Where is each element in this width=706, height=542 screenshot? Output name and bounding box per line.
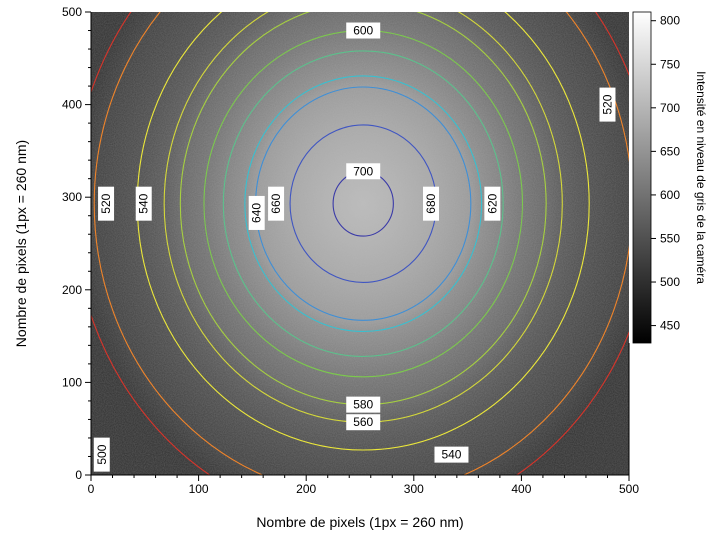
plot-area: 600 700 580 560 540 520 540 640 660 680 620 520 500 [91,12,629,475]
x-tick-label: 100 [189,482,209,496]
contour-label-box [248,195,265,230]
colorbar-label: Intensité en niveau de gris de la caméra [694,71,706,284]
contour-520 [93,12,629,475]
x-tick-label: 400 [511,482,531,496]
contour-620 [222,50,504,358]
contour-label-660: 660 [268,186,285,221]
contour-640 [244,75,483,333]
x-tick-label: 0 [88,482,95,496]
contour-label-700: 700 [346,163,381,180]
y-tick-label: 300 [62,190,82,204]
contour-label-640: 640 [248,195,265,230]
contour-label-text: 560 [353,415,373,429]
contour-label-680: 680 [423,186,440,221]
contour-label-box [423,186,440,221]
contour-label-box [599,87,616,122]
contour-label-box [346,414,381,431]
colorbar-tick-label: 450 [660,319,680,333]
contour-label-text: 600 [353,24,373,38]
colorbar-gradient [632,11,652,344]
colorbar: 450 500 550 600 650 700 750 800 Intensité en niv… [632,11,706,344]
x-tick-label: 500 [619,482,639,496]
contour-label-text: 640 [250,203,264,223]
x-tick-label: 300 [404,482,424,496]
contour-label-text: 520 [600,94,614,114]
contour-label-text: 540 [441,448,461,462]
contour-label-box [434,446,469,463]
contour-label-580: 580 [346,396,381,413]
contour-label-520: 520 [599,87,616,122]
colorbar-tick-label: 700 [660,101,680,115]
contour-label-box [268,186,285,221]
y-tick-label: 500 [62,5,82,19]
contour-label-text: 500 [95,444,109,464]
y-tick-label: 100 [62,375,82,389]
colorbar-tick-label: 550 [660,231,680,245]
colorbar-tick-label: 650 [660,144,680,158]
colorbar-tick-label: 750 [660,57,680,71]
contour-label-500: 500 [93,437,110,472]
y-axis-label: Nombre de pixels (1px = 260 nm) [13,140,29,347]
contour-label-text: 580 [353,398,373,412]
contour-label-560: 560 [346,414,381,431]
contour-label-box [135,186,152,221]
colorbar-tick-label: 800 [660,14,680,28]
colorbar-tick-label: 500 [660,275,680,289]
y-tick-label: 400 [62,98,82,112]
contour-label-540: 540 [434,446,469,463]
y-tick-label: 0 [75,468,82,482]
contour-label-box [346,22,381,39]
contour-label-520: 520 [98,186,115,221]
y-tick-label: 200 [62,283,82,297]
contour-label-text: 660 [269,193,283,213]
x-ticks: 0 100 200 300 400 500 [88,475,639,496]
contour-label-text: 680 [424,193,438,213]
contour-label-box [98,186,115,221]
contour-label-text: 540 [137,193,151,213]
y-ticks: 0 100 200 300 400 500 [62,5,91,482]
contour-label-box [346,396,381,413]
colorbar-tick-label: 600 [660,188,680,202]
x-tick-label: 200 [296,482,316,496]
contour-label-text: 700 [353,164,373,178]
contour-label-box [93,437,110,472]
contour-label-text: 620 [485,193,499,213]
contour-label-box [484,186,501,221]
contour-label-box [346,163,381,180]
contour-label-600: 600 [346,22,381,39]
contour-label-text: 520 [99,193,113,213]
contour-label-540: 540 [135,186,152,221]
contour-label-620: 620 [484,186,501,221]
x-axis-label: Nombre de pixels (1px = 260 nm) [256,514,463,530]
